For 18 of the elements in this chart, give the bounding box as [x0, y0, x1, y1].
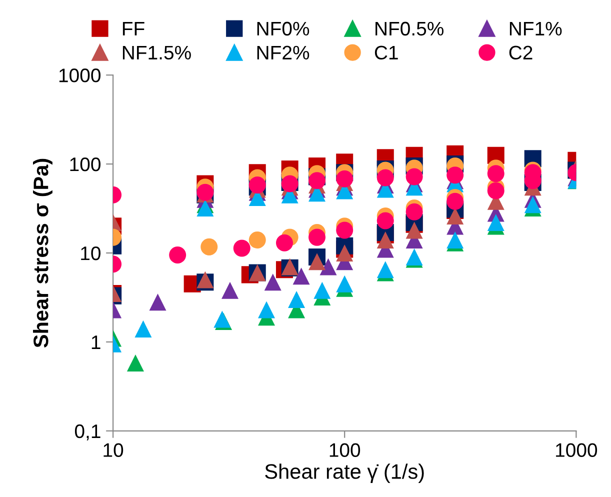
y-tick-label: 0,1 [74, 424, 100, 440]
y-tick-label: 1000 [59, 68, 100, 82]
x-tick-label: 10 [104, 443, 124, 457]
legend-label: FF [122, 22, 144, 36]
y-tick-label: 1 [92, 336, 100, 349]
x-axis-title: Shear rate γ̇ (1/s) [265, 464, 424, 484]
legend-label: NF0% [257, 22, 310, 36]
legend-label: NF1.5% [122, 46, 191, 60]
x-tick-label: 1000 [556, 443, 598, 457]
y-tick-label: 100 [70, 157, 100, 172]
legend-label: C2 [509, 46, 532, 60]
x-tick-label: 100 [330, 443, 360, 457]
legend-label: NF2% [257, 46, 310, 60]
legend-label: C1 [374, 46, 398, 60]
y-tick-label: 10 [81, 246, 100, 260]
legend-label: NF0.5% [376, 22, 444, 36]
y-axis-title: Shear stress σ (Pa) [33, 158, 52, 348]
legend-label: NF1% [510, 22, 562, 36]
